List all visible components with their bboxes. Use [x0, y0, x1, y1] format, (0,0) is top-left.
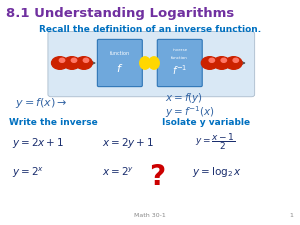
Ellipse shape — [140, 57, 150, 69]
Text: Write the inverse: Write the inverse — [9, 118, 98, 127]
Circle shape — [52, 57, 68, 69]
Text: $x = f(y)$: $x = f(y)$ — [165, 91, 203, 105]
FancyBboxPatch shape — [48, 32, 255, 97]
Circle shape — [225, 57, 242, 69]
Circle shape — [64, 57, 80, 69]
Circle shape — [59, 58, 65, 62]
Text: $f$: $f$ — [116, 62, 124, 74]
Circle shape — [213, 57, 230, 69]
Text: 1: 1 — [290, 213, 294, 218]
Text: inverse: inverse — [172, 48, 187, 52]
Text: $x = 2y+1$: $x = 2y+1$ — [102, 136, 154, 150]
Text: ?: ? — [149, 163, 165, 191]
Text: 8.1 Understanding Logarithms: 8.1 Understanding Logarithms — [6, 7, 234, 20]
Circle shape — [83, 58, 89, 62]
Circle shape — [71, 58, 77, 62]
Circle shape — [233, 58, 238, 62]
Text: $y = \log_2 x$: $y = \log_2 x$ — [192, 165, 242, 179]
Text: function: function — [171, 56, 188, 60]
Text: Recall the definition of an inverse function.: Recall the definition of an inverse func… — [39, 25, 261, 34]
Text: $f^{-1}$: $f^{-1}$ — [172, 63, 188, 77]
Text: $y = 2^{x}$: $y = 2^{x}$ — [12, 165, 44, 180]
Text: Isolate y variable: Isolate y variable — [162, 118, 250, 127]
Text: $y = f^{-1}(x)$: $y = f^{-1}(x)$ — [165, 105, 214, 120]
Text: function: function — [110, 51, 130, 56]
Text: $y = f(x) \rightarrow$: $y = f(x) \rightarrow$ — [15, 96, 68, 110]
Text: $x = 2^{y}$: $x = 2^{y}$ — [102, 165, 134, 178]
FancyBboxPatch shape — [98, 39, 142, 87]
FancyBboxPatch shape — [157, 39, 202, 87]
Text: $y=\dfrac{x-1}{2}$: $y=\dfrac{x-1}{2}$ — [195, 132, 236, 153]
Circle shape — [76, 57, 92, 69]
Text: Math 30-1: Math 30-1 — [134, 213, 166, 218]
Text: $y = 2x+1$: $y = 2x+1$ — [12, 136, 64, 150]
Circle shape — [221, 58, 226, 62]
Circle shape — [201, 57, 218, 69]
Ellipse shape — [149, 57, 159, 69]
Circle shape — [209, 58, 214, 62]
